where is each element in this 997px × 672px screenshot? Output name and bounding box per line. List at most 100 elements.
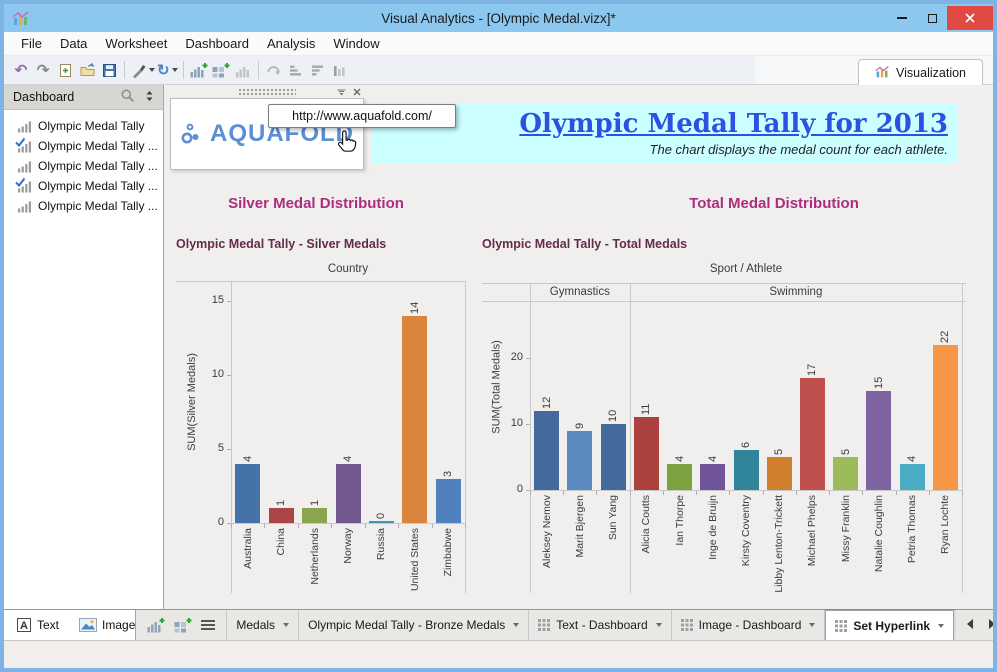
- tab-scroll-left-icon[interactable]: [966, 616, 974, 634]
- tab-scroll-right-icon[interactable]: [988, 616, 993, 634]
- new-file-icon: [57, 62, 74, 79]
- bar-value-label: 11: [640, 403, 652, 415]
- open-file-button[interactable]: [77, 59, 97, 81]
- main-toolbar: ↶ ↷ ↻ Visualization: [4, 56, 993, 85]
- undo-button[interactable]: ↶: [11, 59, 31, 81]
- dashboard-grid-icon: [680, 619, 693, 631]
- maximize-icon: [927, 13, 937, 23]
- y-tick-label: 0: [516, 483, 523, 495]
- menu-item-dashboard[interactable]: Dashboard: [185, 35, 249, 51]
- sidebar-item-worksheet-3[interactable]: Olympic Medal Tally ...: [4, 156, 163, 176]
- bar[interactable]: [800, 377, 825, 490]
- x-tick-label: Michael Phelps: [806, 495, 818, 567]
- open-file-icon: [79, 62, 96, 79]
- format-painter-button[interactable]: [130, 59, 155, 81]
- x-tick-mark: [563, 491, 564, 495]
- bar[interactable]: [634, 417, 659, 490]
- chevron-down-icon: [149, 68, 155, 72]
- sheet-tab-olympic-medal-tally-bronze-medals[interactable]: Olympic Medal Tally - Bronze Medals: [299, 610, 530, 640]
- x-tick-mark: [530, 491, 531, 495]
- search-icon[interactable]: [120, 88, 135, 106]
- section-heading-silver: Silver Medal Distribution: [228, 195, 404, 212]
- sort-ascending-button[interactable]: [286, 59, 306, 81]
- refresh-button[interactable]: ↻: [157, 59, 178, 81]
- redo-button[interactable]: ↷: [33, 59, 53, 81]
- sort-items-icon[interactable]: [143, 89, 156, 106]
- bar[interactable]: [833, 457, 858, 490]
- sidebar-item-worksheet-5[interactable]: Olympic Medal Tally ...: [4, 196, 163, 216]
- swap-axes-button[interactable]: [264, 59, 284, 81]
- x-tick-label: Inge de Bruijn: [707, 495, 719, 560]
- banner-title[interactable]: Olympic Medal Tally for 2013: [519, 109, 948, 139]
- add-worksheet-button[interactable]: [146, 617, 165, 634]
- add-dashboard-button[interactable]: [211, 59, 231, 81]
- bar[interactable]: [700, 463, 725, 490]
- svg-text:A: A: [20, 620, 28, 632]
- bar[interactable]: [369, 520, 394, 523]
- sheet-tab-text-dashboard[interactable]: Text - Dashboard: [529, 610, 672, 640]
- bar[interactable]: [302, 508, 327, 523]
- sort-descending-button[interactable]: [308, 59, 328, 81]
- sheet-tab-image-dashboard[interactable]: Image - Dashboard: [672, 610, 826, 640]
- visualization-tab[interactable]: Visualization: [858, 59, 983, 85]
- highlight-icon: [331, 62, 348, 79]
- x-tick-label: Norway: [342, 528, 354, 564]
- bar-value-label: 3: [442, 470, 454, 477]
- save-button[interactable]: [99, 59, 119, 81]
- sidebar-item-worksheet-1[interactable]: Olympic Medal Tally: [4, 116, 163, 136]
- duplicate-worksheet-button[interactable]: [233, 59, 253, 81]
- bar[interactable]: [402, 315, 427, 523]
- grid-line: [176, 281, 466, 282]
- text-tool-button[interactable]: A Text: [16, 617, 59, 633]
- bar[interactable]: [269, 508, 294, 523]
- bar[interactable]: [601, 424, 626, 490]
- sidebar-item-worksheet-4[interactable]: Olympic Medal Tally ...: [4, 176, 163, 196]
- x-tick-mark: [231, 524, 232, 528]
- x-tick-mark: [465, 524, 466, 528]
- menu-item-analysis[interactable]: Analysis: [266, 35, 316, 51]
- close-button[interactable]: [947, 6, 993, 30]
- widget-close-icon[interactable]: [353, 88, 361, 96]
- add-dashboard-button[interactable]: [173, 617, 192, 634]
- menu-item-window[interactable]: Window: [333, 35, 380, 51]
- maximize-button[interactable]: [917, 6, 947, 30]
- add-dashboard-icon: [211, 62, 230, 79]
- menu-item-file[interactable]: File: [21, 35, 42, 51]
- bar[interactable]: [866, 391, 891, 490]
- bar[interactable]: [534, 410, 559, 490]
- sidebar-item-worksheet-2[interactable]: Olympic Medal Tally ...: [4, 136, 163, 156]
- add-worksheet-button[interactable]: [189, 59, 209, 81]
- sheet-tab-label: Medals: [236, 618, 276, 632]
- x-tick-mark: [929, 491, 930, 495]
- y-axis-title: SUM(Total Medals): [490, 339, 502, 434]
- bar[interactable]: [900, 463, 925, 490]
- y-axis-title: SUM(Silver Medals): [186, 353, 198, 451]
- bar[interactable]: [235, 463, 260, 523]
- bar[interactable]: [567, 430, 592, 490]
- sheet-tab-medals[interactable]: Medals: [227, 610, 300, 640]
- format-painter-icon: [130, 62, 147, 79]
- x-tick-label: Netherlands: [309, 528, 321, 585]
- menu-item-data[interactable]: Data: [59, 35, 88, 51]
- minimize-button[interactable]: [887, 6, 917, 30]
- widget-menu-icon[interactable]: [337, 88, 346, 96]
- bar[interactable]: [767, 457, 792, 490]
- banner-subtitle: The chart displays the medal count for e…: [649, 142, 948, 157]
- group-label: Gymnastics: [549, 286, 610, 298]
- menu-item-worksheet[interactable]: Worksheet: [105, 35, 168, 51]
- sheet-list-button[interactable]: [200, 618, 216, 632]
- sheet-tab-set-hyperlink[interactable]: Set Hyperlink: [825, 610, 955, 640]
- bar[interactable]: [436, 478, 461, 523]
- bar[interactable]: [667, 463, 692, 490]
- highlight-button[interactable]: [330, 59, 350, 81]
- bar[interactable]: [734, 450, 759, 490]
- bar[interactable]: [933, 344, 958, 490]
- bar[interactable]: [336, 463, 361, 523]
- new-file-button[interactable]: [55, 59, 75, 81]
- worksheet-chart-checked-icon: [15, 177, 33, 193]
- drag-handle[interactable]: [238, 88, 296, 97]
- x-tick-label: Petria Thomas: [906, 495, 918, 564]
- sheet-tab-label: Olympic Medal Tally - Bronze Medals: [308, 618, 506, 632]
- chevron-down-icon: [938, 623, 945, 628]
- image-tool-button[interactable]: Image: [79, 618, 135, 632]
